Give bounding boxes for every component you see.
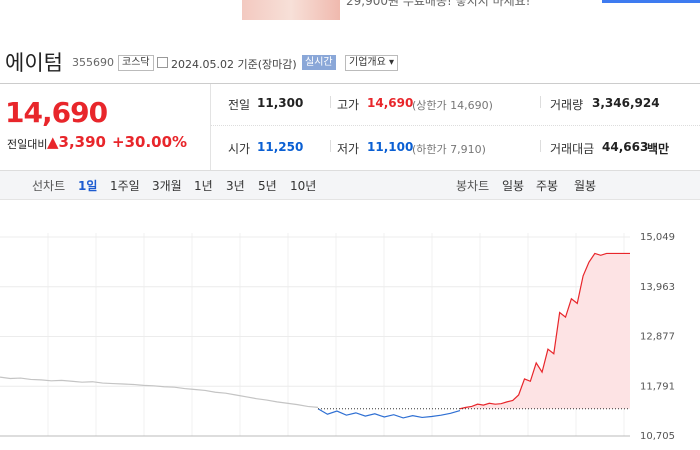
col-sep [540, 140, 541, 152]
period-tab[interactable]: 월봉 [574, 179, 597, 193]
stat-label: 거래대금 [550, 142, 595, 156]
banner-text[interactable]: 29,900원 무료배송! 놓치지 마세요! [346, 0, 531, 8]
price-chart: 15,049 13,963 12,877 11,791 10,705 [0, 232, 675, 442]
info-top-border [0, 83, 700, 84]
period-tab[interactable]: 1일 [78, 179, 98, 193]
period-tab[interactable]: 10년 [290, 179, 317, 193]
col-sep [330, 96, 331, 108]
stat-label: 고가 [337, 98, 360, 112]
stock-code: 355690 [72, 56, 114, 69]
period-tab[interactable]: 3년 [226, 179, 245, 193]
stat-value: 11,100 [367, 140, 414, 154]
col-sep [540, 96, 541, 108]
tab-bar [0, 170, 700, 200]
market-badge: 코스닥 [118, 55, 154, 71]
change-rate: +30.00% [112, 133, 188, 151]
price-line [459, 252, 630, 410]
stat-label: 전일 [228, 98, 251, 112]
date: 2024.05.02 기준(장마감) [171, 58, 297, 71]
period-tab[interactable]: 주봉 [536, 179, 559, 193]
calendar-icon [157, 57, 168, 68]
change-value: 3,390 [58, 133, 106, 151]
change: ▲3,390 [47, 133, 106, 151]
stock-name: 에이텀 [5, 51, 63, 75]
stat-value: 11,250 [257, 140, 304, 154]
period-tab[interactable]: 1주일 [110, 179, 140, 193]
stat-note: (하한가 7,910) [412, 143, 486, 156]
y-tick-label: 11,791 [640, 381, 675, 392]
col-sep [330, 140, 331, 152]
stat-value: 14,690 [367, 96, 414, 110]
y-tick-label: 13,963 [640, 282, 675, 293]
stat-unit: 백만 [647, 142, 670, 156]
info-divider [210, 84, 211, 170]
stat-label: 시가 [228, 142, 251, 156]
change-label: 전일대비 [7, 138, 48, 151]
tab-group-label: 선차트 [32, 179, 66, 193]
price-line [317, 408, 461, 419]
stat-value: 3,346,924 [592, 96, 660, 110]
period-tab[interactable]: 5년 [258, 179, 277, 193]
y-tick-label: 12,877 [640, 332, 675, 343]
banner-image [242, 0, 340, 20]
stat-note: (상한가 14,690) [412, 99, 493, 112]
price-line [0, 376, 319, 408]
row-divider [211, 125, 700, 127]
price-area [460, 253, 630, 409]
y-tick-label: 10,705 [640, 431, 675, 442]
period-tab[interactable]: 일봉 [502, 179, 525, 193]
company-info-button[interactable]: 기업개요 ▾ [345, 55, 399, 71]
stat-value: 11,300 [257, 96, 304, 110]
price: 14,690 [5, 96, 108, 129]
y-tick-label: 15,049 [640, 232, 675, 243]
company-info-label: 기업개요 [349, 57, 386, 68]
realtime-badge[interactable]: 실시간 [302, 55, 336, 70]
tab-group-label: 봉차트 [456, 179, 490, 193]
period-tab[interactable]: 3개월 [152, 179, 182, 193]
stat-label: 거래량 [550, 98, 584, 112]
stat-value: 44,663 [602, 140, 649, 154]
banner-button[interactable] [602, 0, 700, 3]
stat-label: 저가 [337, 142, 360, 156]
period-tab[interactable]: 1년 [194, 179, 213, 193]
